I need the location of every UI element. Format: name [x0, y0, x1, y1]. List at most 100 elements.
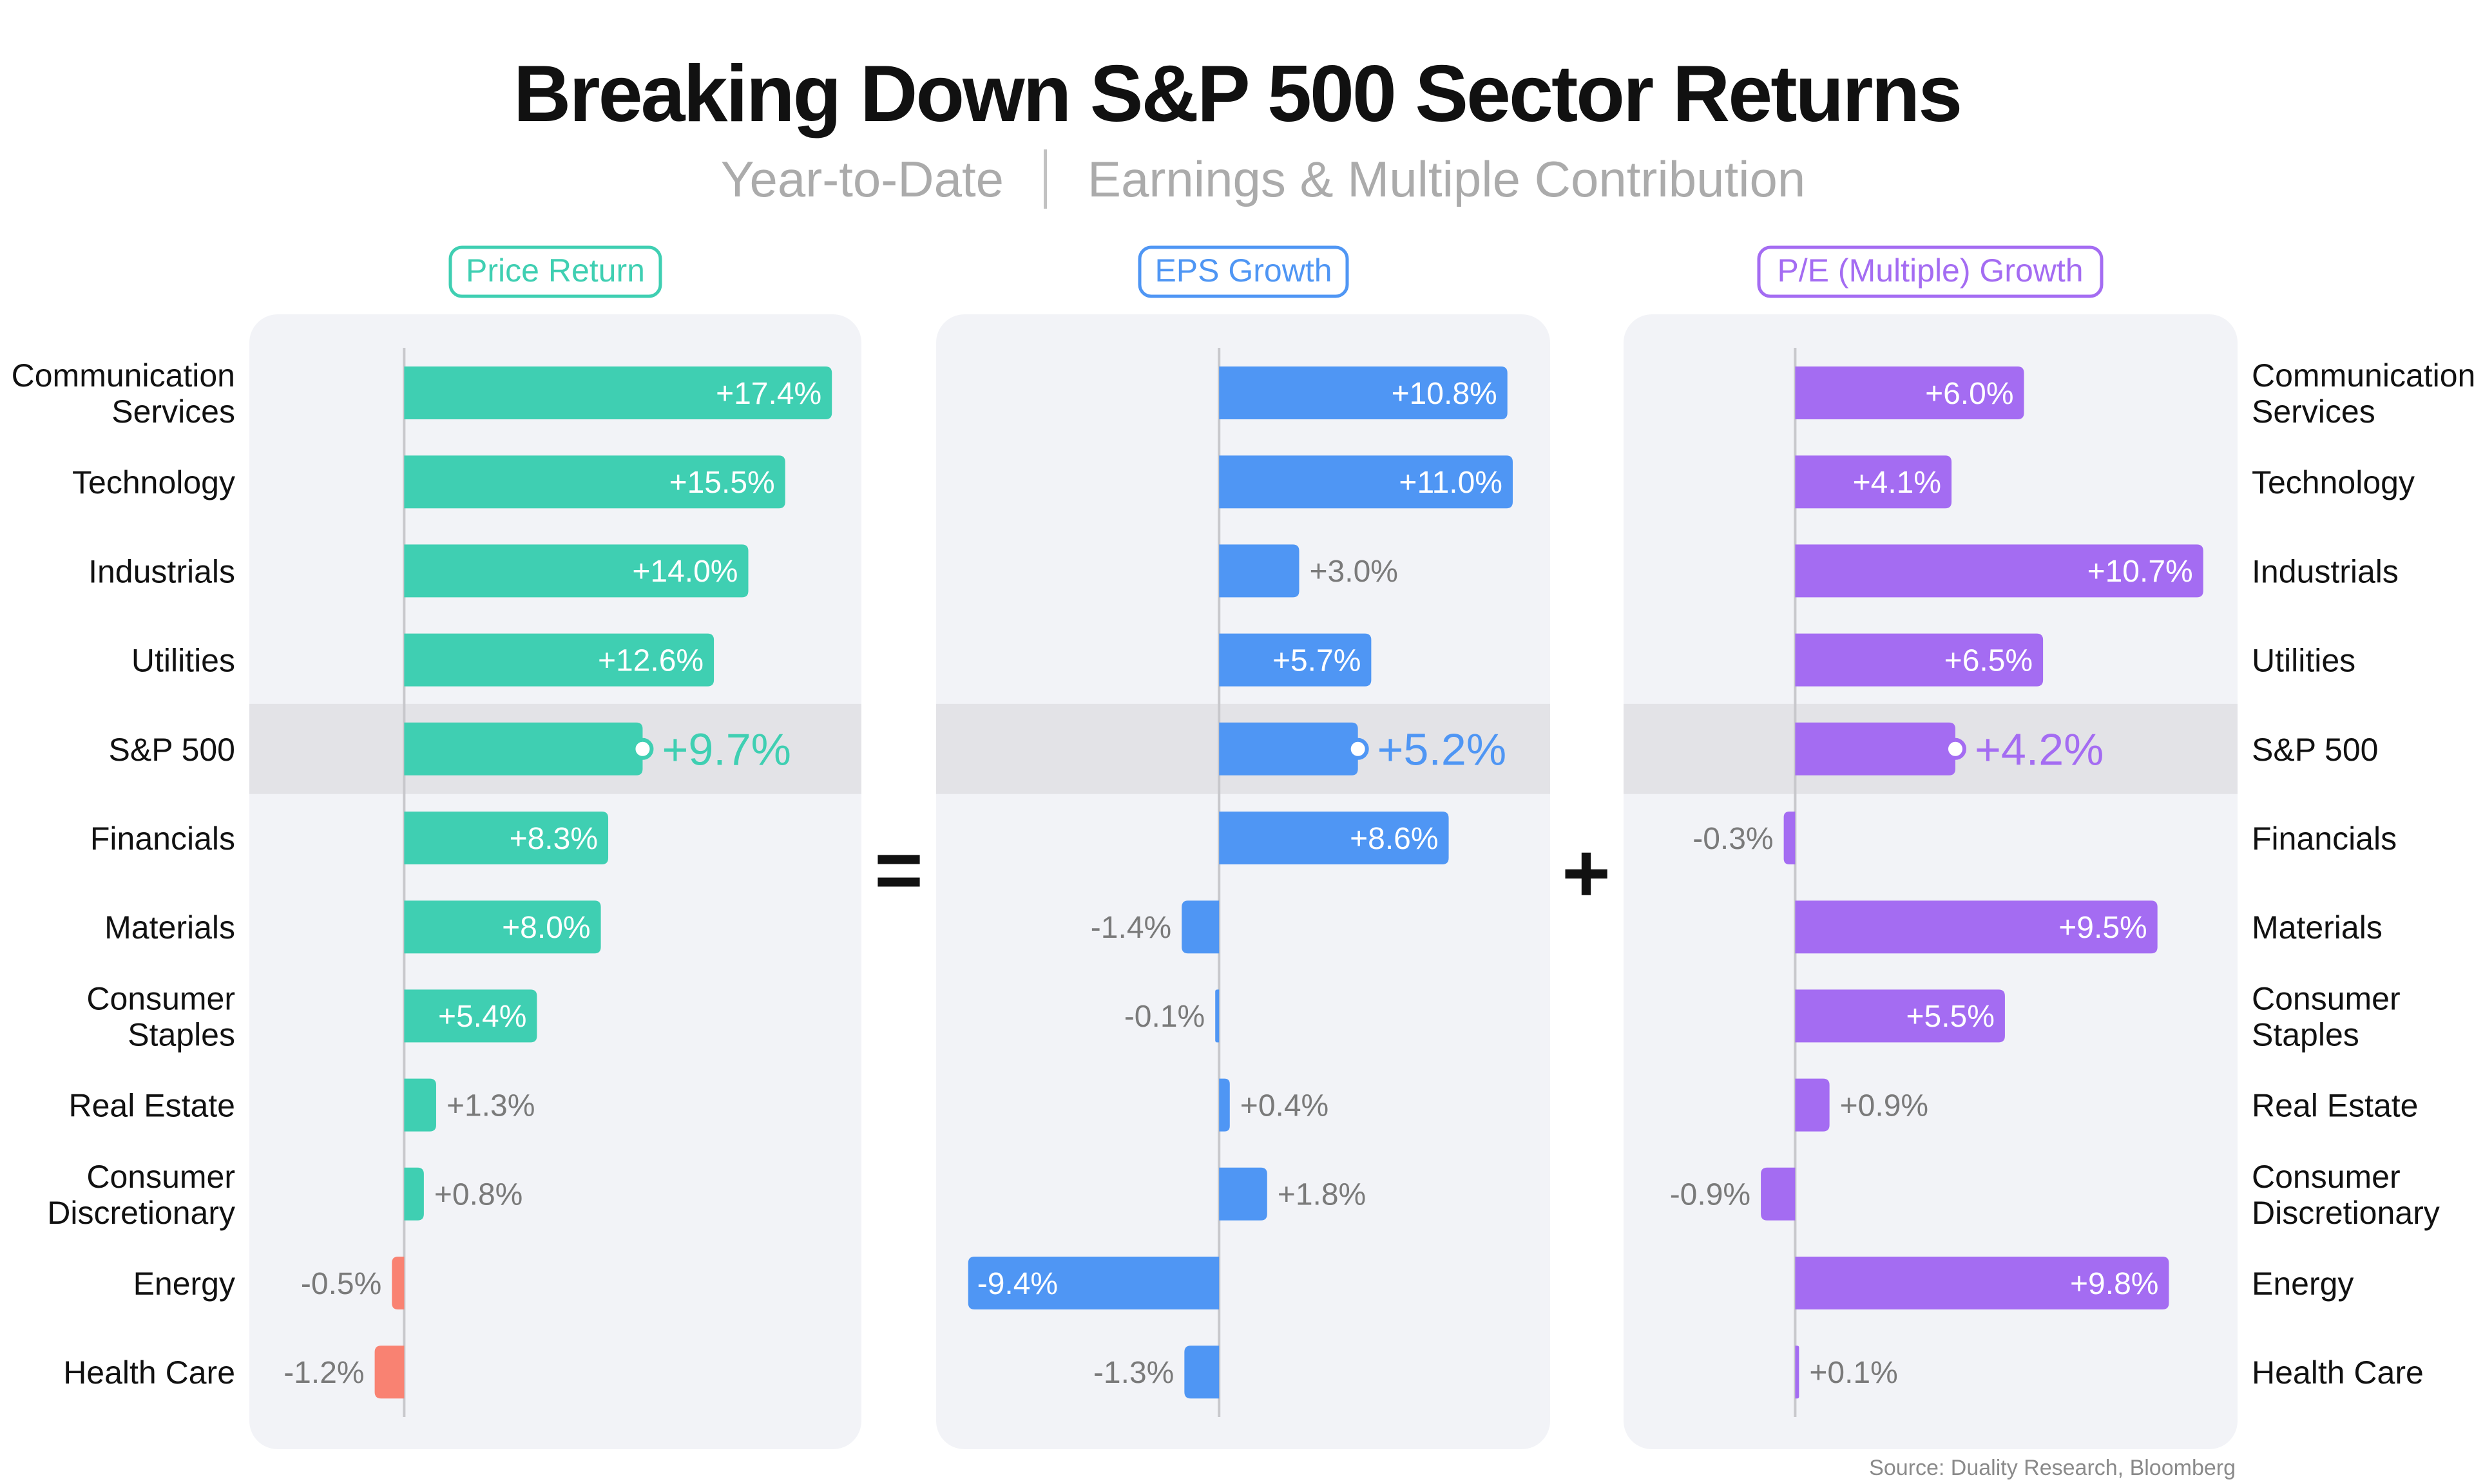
category-label-left-consumer-staples: Consumer Staples — [86, 980, 235, 1052]
bar-p-e-multiple-growth-utilities — [1795, 633, 2044, 687]
bar-price-return-financials — [404, 812, 609, 864]
legend-box — [1138, 245, 1349, 298]
legend-label: P/E (Multiple) Growth — [1777, 252, 2083, 289]
bar-price-return-industrials — [404, 544, 749, 598]
category-label-left-real-estate: Real Estate — [69, 1088, 235, 1124]
subtitle-divider — [1044, 149, 1047, 209]
category-label-right-industrials: Industrials — [2252, 553, 2399, 589]
subtitle-description: Earnings & Multiple Contribution — [1088, 151, 1805, 207]
bar-price-return-technology — [404, 455, 785, 509]
data-label-p-e-multiple-growth-technology: +4.1% — [1853, 466, 1941, 500]
category-label-line: Discretionary — [2252, 1195, 2440, 1231]
category-label-right-consumer-discretionary: Consumer Discretionary — [2252, 1159, 2440, 1231]
bar-p-e-multiple-growth-consumer-staples — [1795, 989, 2005, 1043]
bar-price-return-energy — [392, 1257, 405, 1309]
bar-p-e-multiple-growth-communication-services — [1795, 366, 2024, 419]
legend-box — [448, 245, 662, 298]
bar-eps-growth-s-p-500 — [1219, 722, 1358, 775]
category-label-left-financials: Financials — [90, 821, 235, 857]
bar-p-e-multiple-growth-technology — [1795, 455, 1952, 509]
category-label-right-communication-services: Communication Services — [2252, 357, 2474, 430]
data-label-eps-growth-utilities: +5.7% — [1272, 643, 1361, 678]
bar-eps-growth-health-care — [1184, 1346, 1220, 1399]
data-label-p-e-multiple-growth-consumer-staples: +5.5% — [1906, 1000, 1994, 1034]
category-label-left-s-p-500: S&P 500 — [109, 732, 235, 768]
bar-eps-growth-consumer-discretionary — [1219, 1167, 1267, 1221]
category-label-right-utilities: Utilities — [2252, 643, 2355, 679]
data-label-p-e-multiple-growth-energy: +9.8% — [2070, 1267, 2158, 1301]
data-label-p-e-multiple-growth-health-care: +0.1% — [1809, 1356, 1897, 1390]
legend-box — [1757, 245, 2104, 298]
category-label-line: Consumer — [86, 980, 235, 1016]
data-label-price-return-energy: -0.5% — [301, 1267, 381, 1301]
data-label-eps-growth-health-care: -1.3% — [1093, 1356, 1174, 1390]
category-label-line: Services — [2252, 394, 2375, 430]
bar-price-return-real-estate — [404, 1078, 436, 1132]
data-label-price-return-utilities: +12.6% — [598, 643, 704, 678]
data-label-eps-growth-energy: -9.4% — [977, 1267, 1058, 1301]
data-label-price-return-s-p-500: +9.7% — [662, 724, 791, 774]
bar-p-e-multiple-growth-health-care — [1795, 1346, 1799, 1399]
data-label-price-return-industrials: +14.0% — [632, 555, 738, 589]
subtitle-period: Year-to-Date — [721, 151, 1004, 207]
bar-p-e-multiple-growth-consumer-discretionary — [1761, 1167, 1796, 1221]
data-label-p-e-multiple-growth-consumer-discretionary: -0.9% — [1670, 1178, 1750, 1212]
data-label-p-e-multiple-growth-s-p-500: +4.2% — [1975, 724, 2104, 774]
panel-price-return — [249, 314, 861, 1449]
bar-p-e-multiple-growth-energy — [1795, 1257, 2169, 1309]
bar-price-return-consumer-discretionary — [404, 1167, 424, 1221]
bar-eps-growth-real-estate — [1219, 1078, 1230, 1132]
data-label-eps-growth-financials: +8.6% — [1350, 822, 1438, 856]
data-label-eps-growth-consumer-staples: -0.1% — [1124, 1000, 1205, 1034]
zero-axis-p-e-multiple-growth — [1794, 348, 1797, 1417]
data-label-price-return-health-care: -1.2% — [283, 1356, 364, 1390]
data-label-eps-growth-technology: +11.0% — [1399, 466, 1502, 500]
category-label-right-consumer-staples: Consumer Staples — [2252, 980, 2401, 1052]
source-note: Source: Duality Research, Bloomberg — [1869, 1456, 2236, 1480]
data-label-p-e-multiple-growth-utilities: +6.5% — [1944, 643, 2033, 678]
data-label-price-return-consumer-discretionary: +0.8% — [434, 1178, 523, 1212]
category-label-left-health-care: Health Care — [63, 1355, 235, 1391]
category-label-right-financials: Financials — [2252, 821, 2397, 857]
bar-p-e-multiple-growth-industrials — [1795, 544, 2203, 598]
bar-eps-growth-utilities — [1219, 633, 1372, 687]
data-label-p-e-multiple-growth-materials: +9.5% — [2058, 911, 2147, 945]
bar-eps-growth-energy — [968, 1257, 1220, 1309]
legend-label: EPS Growth — [1155, 252, 1332, 289]
bar-price-return-health-care — [374, 1346, 405, 1399]
bar-price-return-utilities — [404, 633, 714, 687]
category-label-left-materials: Materials — [104, 909, 235, 946]
bar-eps-growth-industrials — [1219, 544, 1299, 598]
highlight-dot-p-e-multiple-growth — [1944, 737, 1966, 760]
bar-p-e-multiple-growth-materials — [1795, 900, 2158, 954]
category-label-line: Consumer — [86, 1159, 235, 1195]
data-label-eps-growth-real-estate: +0.4% — [1240, 1089, 1328, 1123]
zero-axis-eps-growth — [1218, 348, 1221, 1417]
category-label-line: Communication — [2252, 357, 2474, 394]
bar-price-return-s-p-500 — [404, 722, 643, 775]
data-label-price-return-materials: +8.0% — [502, 911, 590, 945]
bar-eps-growth-technology — [1219, 455, 1513, 509]
data-label-eps-growth-consumer-discretionary: +1.8% — [1278, 1178, 1366, 1212]
bar-p-e-multiple-growth-s-p-500 — [1795, 722, 1955, 775]
bar-p-e-multiple-growth-real-estate — [1795, 1078, 1830, 1132]
bar-price-return-communication-services — [404, 366, 832, 419]
plus-operator: + — [1562, 826, 1611, 920]
marks-layer: +17.4% +15.5% +14.0% +12.6% +9.7% +8.3% +8.0% +… — [12, 357, 2474, 1399]
legend-p-e-multiple-growth: P/E (Multiple) Growth — [1757, 245, 2104, 298]
legend-eps-growth: EPS Growth — [1138, 245, 1349, 298]
bar-eps-growth-materials — [1182, 900, 1220, 954]
category-label-line: Services — [111, 394, 235, 430]
data-label-eps-growth-industrials: +3.0% — [1310, 555, 1398, 589]
chart-title: Breaking Down S&P 500 Sector Returns — [513, 50, 1961, 138]
category-label-right-materials: Materials — [2252, 909, 2383, 946]
bar-eps-growth-consumer-staples — [1215, 989, 1220, 1043]
category-label-line: Discretionary — [47, 1195, 235, 1231]
panel-eps-growth — [936, 314, 1550, 1449]
data-label-eps-growth-communication-services: +10.8% — [1392, 377, 1497, 411]
bar-eps-growth-communication-services — [1219, 366, 1508, 419]
data-label-price-return-financials: +8.3% — [510, 822, 598, 856]
highlight-dot-eps-growth — [1347, 737, 1369, 760]
category-label-line: Consumer — [2252, 980, 2401, 1016]
